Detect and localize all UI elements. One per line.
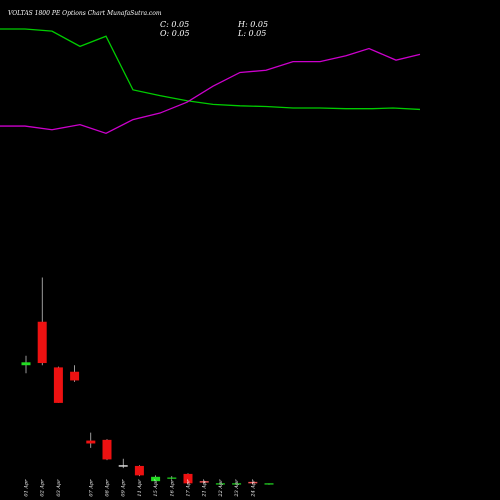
candle-body <box>264 483 274 485</box>
close-value: C: 0.05 <box>160 20 189 29</box>
x-tick-label: 24 Apr <box>250 479 256 498</box>
x-tick-label: 17 Apr <box>186 479 192 497</box>
candle-body <box>199 481 209 483</box>
low-value: L: 0.05 <box>237 29 266 38</box>
x-tick-label: 21 Apr <box>202 479 208 498</box>
candles <box>21 277 274 485</box>
open-value: O: 0.05 <box>160 29 190 38</box>
chart-title: VOLTAS 1800 PE Options Chart MunafaSutra… <box>8 10 162 17</box>
candle-body <box>151 476 161 482</box>
x-tick-label: 16 Apr <box>169 479 175 497</box>
candle-body <box>215 483 225 485</box>
high-value: H: 0.05 <box>237 20 268 29</box>
x-tick-label: 01 Apr <box>24 479 30 497</box>
x-tick-label: 02 Apr <box>40 479 46 497</box>
candle-body <box>53 367 63 403</box>
candle-body <box>134 465 144 476</box>
candle-body <box>167 477 177 479</box>
x-tick-label: 03 Apr <box>56 479 62 497</box>
x-tick-label: 15 Apr <box>153 479 159 497</box>
candle-body <box>102 439 112 460</box>
indicator-lines <box>0 28 421 135</box>
x-tick-label: 07 Apr <box>88 479 94 497</box>
candle-body <box>232 483 242 485</box>
indicator-line-1 <box>0 28 421 111</box>
x-tick-label: 09 Apr <box>121 479 127 497</box>
x-axis-ticks: 01 Apr 02 Apr 03 Apr 07 Apr 08 Apr 09 Apr 11 A… <box>24 479 257 498</box>
x-tick-label: 08 Apr <box>105 479 111 497</box>
candle-body <box>70 371 80 381</box>
candle-body <box>118 465 128 467</box>
candle-body <box>86 440 96 444</box>
candle-body <box>37 321 47 364</box>
indicator-line-2 <box>0 47 421 135</box>
candle-body <box>21 362 31 366</box>
candle-body <box>183 473 193 484</box>
x-tick-label: 23 Apr <box>234 479 240 498</box>
candle-body <box>248 481 258 484</box>
x-tick-label: 22 Apr <box>218 479 224 498</box>
x-tick-label: 11 Apr <box>137 479 143 497</box>
